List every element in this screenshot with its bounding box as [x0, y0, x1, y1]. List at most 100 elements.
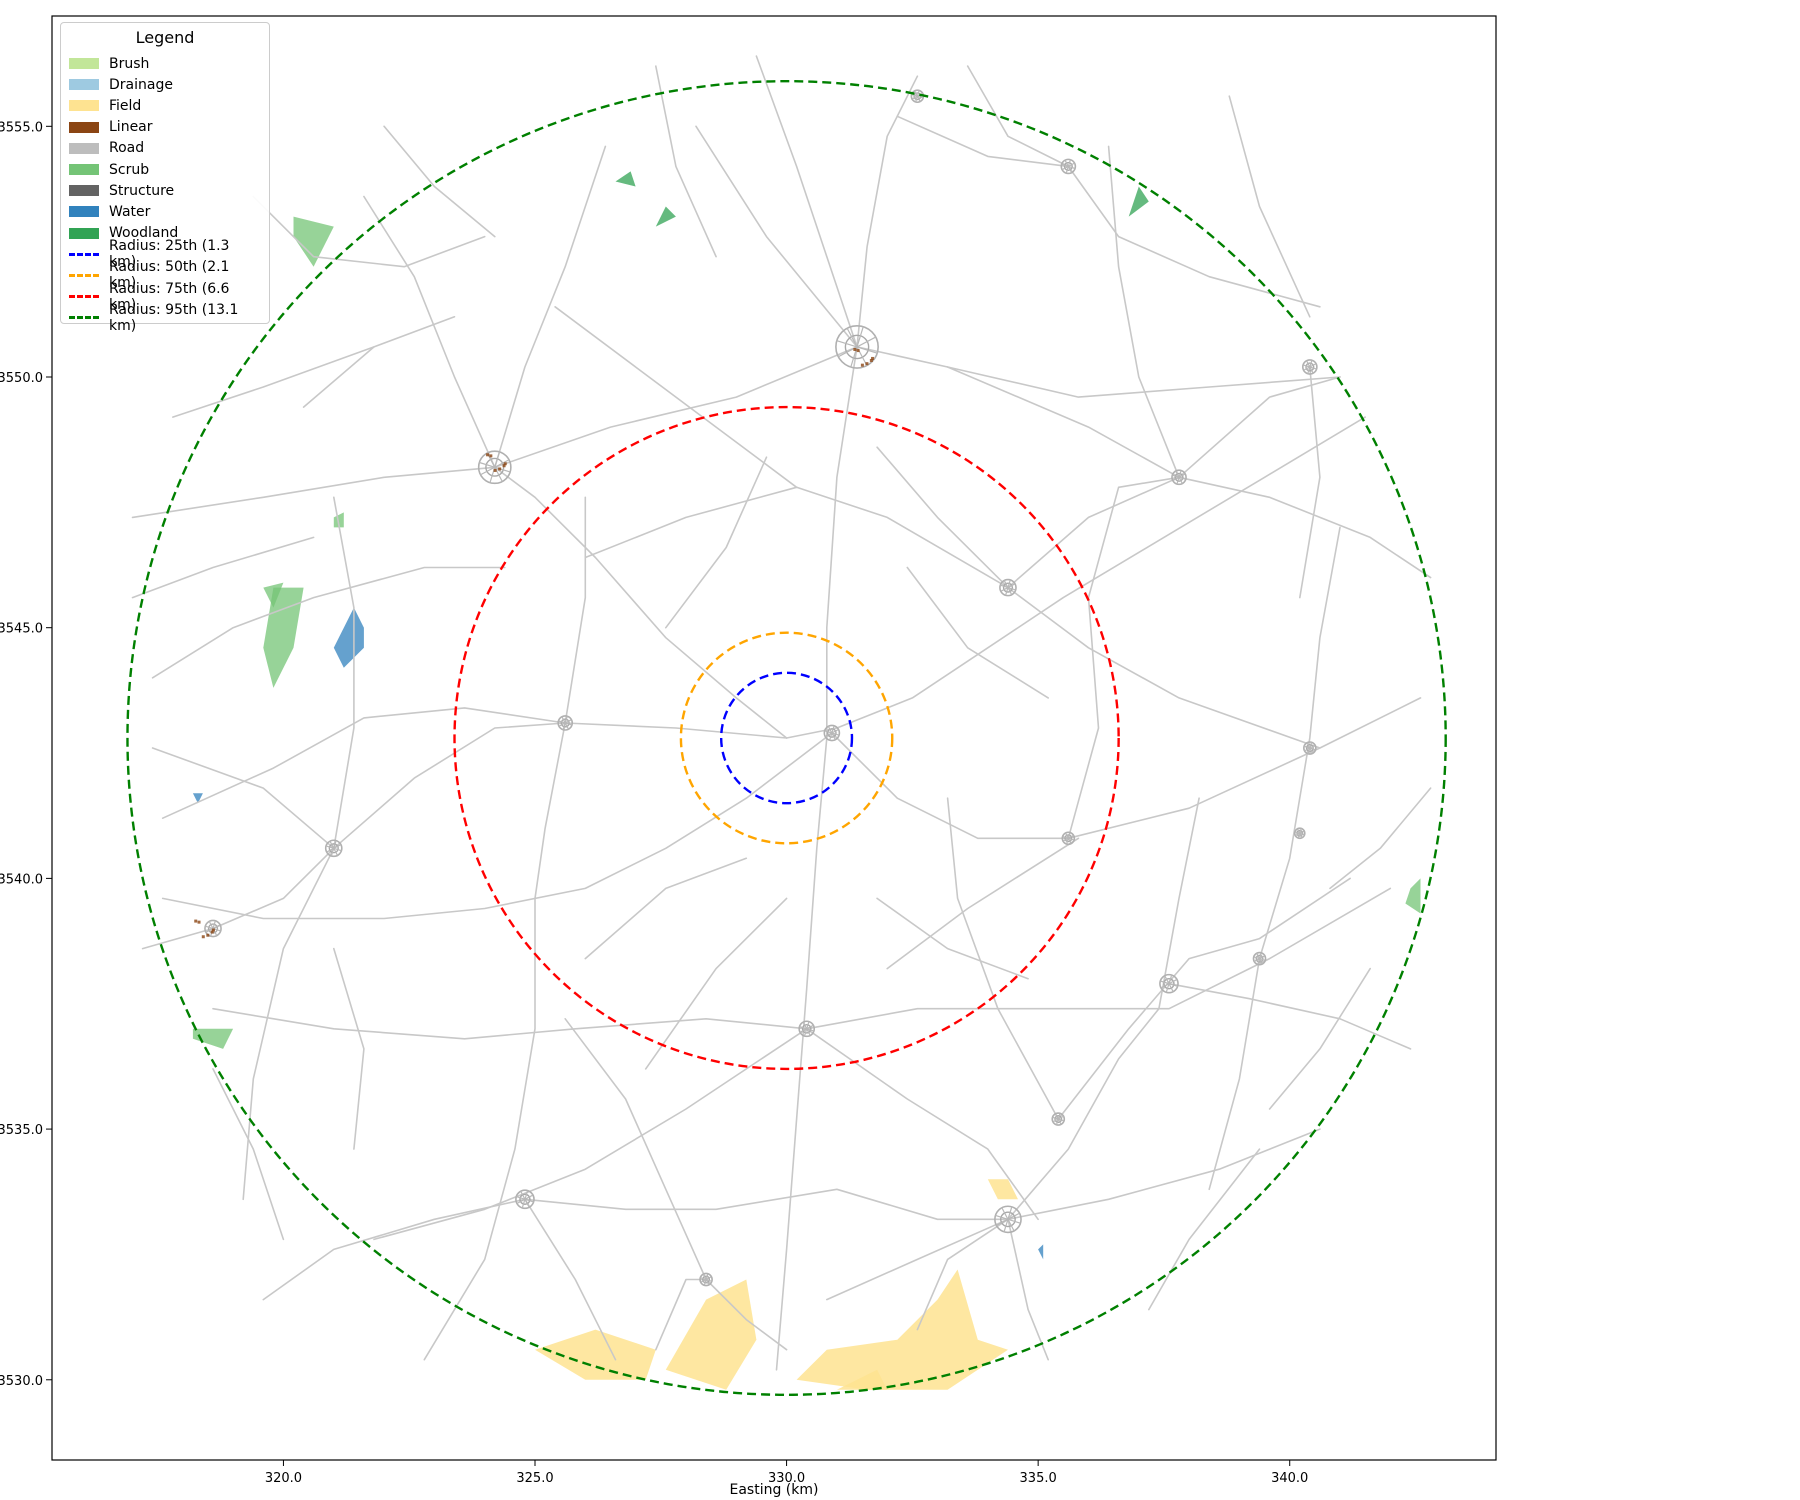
legend-item-label: Radius: 25th (1.3 km) [109, 238, 230, 271]
legend-title: Legend [135, 28, 195, 47]
radius-circle-2 [453, 405, 1120, 1071]
x-tick-label-0: 320.0 [265, 1471, 302, 1486]
y-tick-label-2: 3545.0 [0, 622, 43, 637]
radius-circle-0 [719, 671, 854, 805]
road-49 [795, 486, 1009, 589]
road-5 [494, 346, 858, 469]
road-1 [494, 466, 788, 739]
legend-item-label: Structure [109, 182, 175, 199]
road-27 [262, 1198, 526, 1301]
legend-item-label: Radius: 50th (2.1 km) [109, 259, 230, 292]
legend-color-swatch [69, 185, 99, 197]
legend-item-5: Scrub [69, 159, 261, 180]
legend-color-swatch [69, 100, 99, 112]
legend-item-3: Linear [69, 117, 261, 138]
area-water-14 [333, 607, 364, 668]
radius-circle-3 [126, 79, 1447, 1397]
road-59 [966, 65, 1070, 168]
settlement-19 [1303, 741, 1317, 755]
road-39 [1258, 526, 1341, 960]
road-47 [1007, 586, 1321, 749]
road-24 [373, 1028, 808, 1241]
legend-item-12: Radius: 95th (13.1 km) [69, 302, 261, 334]
road-48 [554, 306, 798, 489]
area-field-4 [987, 1179, 1018, 1200]
y-axis-ticks: 3555.0 3550.0 3545.0 3540.0 3535.0 3530.0 [0, 120, 52, 1389]
x-tick-label-3: 335.0 [1020, 1471, 1057, 1486]
legend-item-7: Water [69, 201, 261, 222]
road-51 [1067, 165, 1321, 308]
road-55 [172, 346, 375, 418]
road-network [131, 55, 1432, 1371]
road-23 [805, 887, 1392, 1030]
area-water-16 [1038, 1244, 1044, 1260]
y-tick-label-5: 3530.0 [0, 1374, 43, 1389]
road-6 [856, 75, 919, 348]
legend-line-swatch [69, 295, 99, 299]
x-tick-label-4: 340.0 [1271, 1471, 1308, 1486]
legend-color-swatch [69, 227, 99, 239]
road-29 [564, 1018, 707, 1281]
road-58 [755, 55, 858, 348]
road-42 [1107, 145, 1180, 479]
legend-item-label: Water [109, 203, 151, 220]
road-19 [333, 496, 355, 850]
radius-circle-1 [679, 631, 894, 845]
settlement-15 [1171, 469, 1187, 486]
road-20 [212, 847, 335, 930]
road-22 [212, 1007, 808, 1040]
legend: Legend Brush Drainage Field Linear Road Scrub… [60, 22, 270, 334]
road-73 [665, 456, 768, 629]
area-field-0 [796, 1269, 1008, 1390]
area-woodland-12 [615, 171, 636, 187]
area-scrub-6 [293, 216, 334, 267]
plot-background [52, 16, 1496, 1460]
y-tick-label-4: 3535.0 [0, 1123, 43, 1138]
road-72 [1329, 787, 1432, 890]
road-76 [1228, 95, 1311, 318]
legend-item-label: Road [109, 140, 145, 157]
x-tick-label-2: 330.0 [768, 1471, 805, 1486]
road-26 [524, 1188, 1009, 1221]
road-65 [876, 897, 1029, 980]
road-69 [916, 1218, 1009, 1331]
road-43 [946, 366, 1180, 479]
settlement-4 [324, 839, 343, 858]
legend-color-swatch [69, 121, 99, 133]
road-70 [1148, 1148, 1261, 1311]
settlement-16 [1301, 359, 1318, 375]
road-45 [1007, 476, 1180, 589]
legend-item-0: Brush [69, 53, 261, 74]
settlement-6 [798, 1020, 816, 1038]
road-41 [1178, 476, 1432, 579]
road-44 [1178, 376, 1341, 479]
road-25 [805, 1028, 1039, 1221]
linear-feature-1 [853, 348, 875, 367]
road-36 [946, 797, 1060, 1120]
settlement-7 [515, 1189, 535, 1210]
area-scrub-8 [263, 582, 284, 608]
road-12 [161, 707, 566, 819]
y-tick-label-3: 3540.0 [0, 872, 43, 887]
road-38 [1208, 957, 1261, 1191]
road-14 [423, 722, 566, 1361]
area-woodland-11 [1128, 186, 1149, 217]
legend-item-label: Drainage [109, 76, 173, 93]
area-field-3 [836, 1369, 888, 1390]
road-60 [151, 566, 506, 679]
road-52 [896, 115, 1070, 168]
road-62 [584, 857, 748, 960]
settlement-17 [1060, 158, 1077, 175]
legend-item-label: Woodland [109, 225, 179, 242]
settlement-3 [557, 715, 574, 731]
road-13 [564, 722, 788, 739]
legend-items: Brush Drainage Field Linear Road Scrub Structu… [69, 53, 261, 334]
settlement-13 [1061, 831, 1076, 846]
legend-color-swatch [69, 142, 99, 154]
settlement-8 [699, 1272, 713, 1287]
legend-color-swatch [69, 164, 99, 176]
y-tick-label-0: 3555.0 [0, 120, 43, 135]
road-63 [644, 897, 788, 1070]
legend-line-swatch [69, 252, 99, 256]
